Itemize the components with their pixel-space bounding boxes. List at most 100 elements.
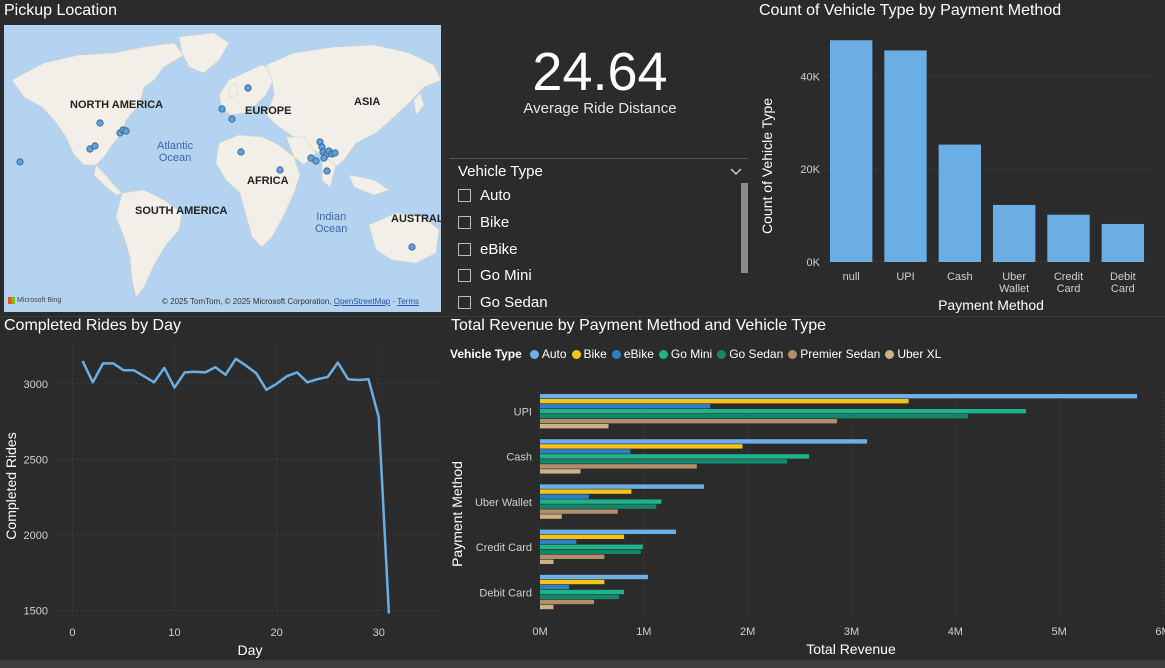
legend-title: Vehicle Type — [450, 347, 522, 361]
slicer-item-label: eBike — [480, 241, 518, 258]
map-credit: © 2025 TomTom, © 2025 Microsoft Corporat… — [162, 297, 419, 306]
bar — [992, 204, 1036, 262]
slicer-item-auto[interactable]: Auto — [458, 187, 511, 204]
slicer-item-ebike[interactable]: eBike — [458, 241, 518, 258]
y-tick-label: 0K — [807, 257, 821, 269]
vehicle-type-slicer[interactable]: Vehicle Type Auto Bike eBike Go Mini Go … — [450, 158, 748, 313]
bar — [829, 40, 873, 262]
bar — [540, 584, 570, 590]
checkbox-icon[interactable] — [458, 216, 471, 229]
bar — [540, 544, 643, 549]
x-axis-title: Total Revenue — [806, 641, 896, 657]
bar — [540, 404, 711, 409]
y-axis-title: Completed Rides — [3, 432, 19, 539]
bar — [540, 449, 631, 454]
legend-item-go-sedan[interactable]: Go Sedan — [717, 347, 783, 361]
cluster-chart-svg: 0M 1M 2M 3M 4M 5M 6M UPI Cash Uber Wallet Credit C… — [449, 388, 1165, 657]
bing-text: Microsoft Bing — [17, 297, 62, 304]
legend-item-go-mini[interactable]: Go Mini — [658, 347, 713, 361]
bar — [540, 399, 909, 404]
x-tick-label: null — [843, 271, 860, 283]
bar — [540, 409, 1026, 414]
slicer-item-label: Go Sedan — [480, 294, 548, 311]
bar — [540, 559, 554, 564]
legend-item-bike[interactable]: Bike — [571, 347, 607, 361]
chevron-down-icon[interactable] — [730, 165, 742, 177]
x-tick-label: 0 — [69, 627, 75, 639]
legend-label: Go Mini — [670, 347, 713, 361]
bar — [540, 514, 562, 519]
bar — [540, 554, 605, 559]
map-credit-separator: · — [392, 297, 396, 306]
divider-horizontal — [0, 316, 1165, 317]
x-tick-label: Wallet — [999, 283, 1029, 295]
x-tick-label: 1M — [636, 626, 651, 638]
bar — [540, 539, 577, 544]
completed-rides-line-chart[interactable]: 1500 2000 2500 3000 0 10 20 30 Day Completed Ride… — [0, 316, 445, 668]
checkbox-icon[interactable] — [458, 269, 471, 282]
slicer-item-go-mini[interactable]: Go Mini — [458, 267, 532, 284]
slicer-item-bike[interactable]: Bike — [458, 214, 509, 231]
pickup-location-map[interactable]: NORTH AMERICA EUROPE ASIA AFRICA SOUTH A… — [4, 25, 441, 312]
y-tick-label: Debit Card — [479, 587, 532, 599]
checkbox-icon[interactable] — [458, 189, 471, 202]
x-tick-label: Card — [1111, 283, 1135, 295]
kpi-value: 24.64 — [532, 42, 668, 102]
bar — [540, 414, 968, 419]
legend-item-uber-xl[interactable]: Uber XL — [885, 347, 941, 361]
x-tick-label: 3M — [844, 626, 859, 638]
x-axis-title: Payment Method — [938, 297, 1044, 313]
line-chart-svg: 1500 2000 2500 3000 0 10 20 30 Day Completed Ride… — [3, 346, 440, 658]
x-tick-label: Uber — [1002, 271, 1026, 283]
x-tick-label: 5M — [1052, 626, 1067, 638]
bar — [1101, 223, 1145, 262]
x-tick-label: Cash — [947, 271, 973, 283]
legend-item-premier-sedan[interactable]: Premier Sedan — [788, 347, 880, 361]
slicer-scrollbar[interactable] — [741, 183, 748, 273]
bar — [540, 589, 625, 595]
x-tick-label: UPI — [896, 271, 914, 283]
bar — [540, 499, 662, 504]
bar — [540, 484, 705, 489]
checkbox-icon[interactable] — [458, 243, 471, 256]
slicer-item-label: Auto — [480, 187, 511, 204]
x-tick-label: 30 — [373, 627, 385, 639]
map-label-indian-ocean: Indian Ocean — [315, 211, 348, 235]
map-label-africa: AFRICA — [247, 175, 289, 187]
bar — [540, 574, 648, 580]
slicer-item-go-sedan[interactable]: Go Sedan — [458, 294, 548, 311]
vehicle-count-bar-chart[interactable]: 0K 20K 40K null UPI Cash Uber Wallet Credit Card D… — [750, 0, 1165, 318]
y-tick-label: UPI — [514, 407, 532, 419]
map-label-australia: AUSTRALI — [391, 213, 441, 225]
legend-label: eBike — [623, 347, 654, 361]
y-axis-title: Payment Method — [449, 461, 465, 567]
bar — [540, 459, 788, 464]
series-line — [81, 357, 391, 614]
bar — [540, 579, 605, 585]
revenue-clustered-bar-chart[interactable]: Vehicle Type Auto Bike eBike Go Mini Go … — [445, 316, 1165, 668]
bar — [540, 494, 589, 499]
map-label-europe: EUROPE — [245, 105, 292, 117]
bar — [884, 50, 927, 262]
x-tick-label: 10 — [168, 627, 180, 639]
bar — [540, 529, 677, 534]
bar — [540, 444, 743, 449]
x-tick-label: 4M — [948, 626, 963, 638]
y-axis-title: Count of Vehicle Type — [759, 98, 775, 234]
terms-link[interactable]: Terms — [397, 297, 419, 306]
bar — [540, 549, 641, 554]
bar — [540, 394, 1138, 399]
legend-label: Go Sedan — [729, 347, 784, 361]
bar — [938, 144, 982, 262]
x-tick-label: Debit — [1110, 271, 1136, 283]
bar-chart-title: Count of Vehicle Type by Payment Method — [759, 2, 1062, 19]
openstreetmap-link[interactable]: OpenStreetMap — [333, 297, 391, 306]
legend-item-auto[interactable]: Auto — [529, 347, 567, 361]
checkbox-icon[interactable] — [458, 296, 471, 309]
slicer-item-label: Go Mini — [480, 267, 532, 284]
legend-item-ebike[interactable]: eBike — [611, 347, 654, 361]
bar — [540, 504, 657, 509]
chart-legend: Vehicle Type Auto Bike eBike Go Mini Go … — [450, 347, 946, 361]
slicer-title: Vehicle Type — [458, 163, 543, 180]
